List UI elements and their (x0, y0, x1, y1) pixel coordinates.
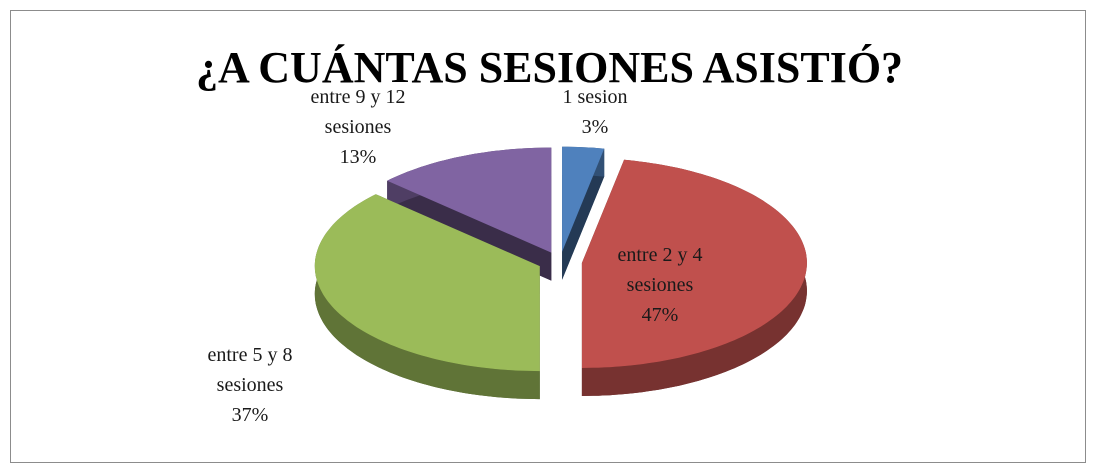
slice-value-label: 47% (641, 304, 679, 326)
slice-value-label: 3% (581, 116, 609, 138)
slice (314, 194, 540, 372)
chart-title: ¿A CUÁNTAS SESIONES ASISTIÓ? (195, 43, 904, 92)
slice-value-label: 13% (339, 146, 377, 168)
slice-category: entre 5 y 8 sesiones (207, 344, 293, 396)
slice-label: entre 2 y 4 sesiones 47% (595, 240, 725, 330)
slice-label: 1 sesion 3% (530, 82, 660, 142)
slice (562, 146, 605, 252)
chart-frame (10, 10, 1086, 463)
slice (581, 159, 807, 368)
slice-category: entre 9 y 12 sesiones (310, 86, 406, 138)
slice-category: entre 2 y 4 sesiones (617, 244, 703, 296)
slice (387, 147, 552, 253)
side-wall (562, 148, 605, 280)
slice-label: entre 9 y 12 sesiones 13% (293, 82, 423, 172)
slice-label: entre 5 y 8 sesiones 37% (185, 340, 315, 430)
slice-value-label: 37% (231, 404, 269, 426)
side-arc (314, 194, 540, 400)
slice-category: 1 sesion (562, 86, 628, 108)
